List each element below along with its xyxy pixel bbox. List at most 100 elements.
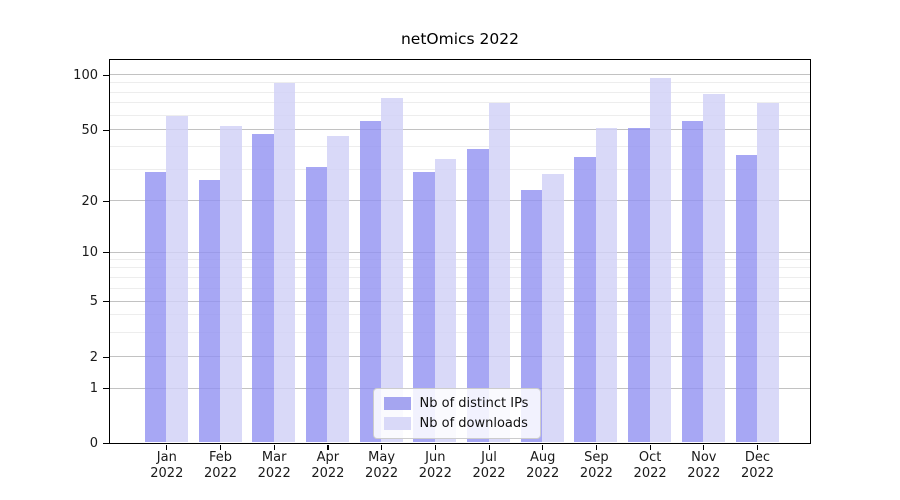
minor-gridline (109, 91, 810, 93)
y-tick-label: 100 (73, 67, 98, 83)
major-gridline (109, 129, 810, 130)
x-tick-year: 2022 (526, 466, 560, 481)
legend-item-distinct-ips: Nb of distinct IPs (383, 396, 528, 411)
bar-distinct-ips-jun (413, 171, 435, 443)
y-tick-mark (103, 388, 109, 390)
x-tick-label-oct: Oct 2022 (615, 450, 685, 482)
x-tick-year: 2022 (311, 466, 345, 481)
x-tick-month: Sep (584, 450, 609, 465)
x-tick-month: Jun (425, 450, 446, 465)
x-tick-year: 2022 (579, 466, 613, 481)
x-tick-label-mar: Mar 2022 (239, 450, 309, 482)
x-tick-label-feb: Feb 2022 (186, 450, 256, 482)
x-tick-mark (595, 444, 598, 450)
legend-item-downloads: Nb of downloads (383, 416, 529, 431)
x-tick-label-aug: Aug 2022 (508, 450, 578, 482)
x-tick-mark (381, 444, 383, 450)
minor-gridline (109, 331, 810, 333)
major-gridline (109, 300, 810, 302)
y-tick-label: 1 (89, 381, 98, 396)
bar-distinct-ips-mar (252, 134, 274, 443)
x-tick-month: Feb (208, 450, 233, 465)
x-tick-label-apr: Apr 2022 (293, 450, 363, 482)
bar-distinct-ips-aug (520, 189, 543, 443)
x-tick-label-nov: Nov 2022 (669, 450, 739, 482)
minor-gridline (109, 114, 810, 116)
bar-downloads-aug (542, 174, 564, 443)
x-tick-mark (166, 444, 168, 450)
bar-downloads-may (381, 98, 403, 443)
x-tick-label-jul: Jul 2022 (454, 450, 524, 482)
bar-distinct-ips-sep (574, 157, 596, 443)
bar-downloads-oct (649, 77, 672, 443)
x-tick-mark (327, 444, 329, 450)
x-tick-mark (220, 444, 222, 450)
bar-distinct-ips-jul (467, 148, 489, 443)
bar-distinct-ips-nov (681, 120, 704, 443)
bar-downloads-feb (220, 126, 242, 443)
legend: Nb of distinct IPs Nb of downloads (372, 387, 542, 439)
y-tick-mark (103, 301, 109, 303)
x-tick-label-dec: Dec 2022 (723, 450, 793, 482)
x-tick-mark (542, 444, 544, 450)
y-tick-label: 5 (89, 294, 98, 310)
x-tick-month: Jan (156, 450, 177, 465)
bar-downloads-jun (434, 159, 457, 443)
x-tick-label-may: May 2022 (347, 450, 417, 482)
x-tick-mark (703, 444, 705, 450)
minor-gridline (109, 146, 810, 148)
y-tick-label: 20 (81, 193, 98, 209)
y-tick-mark (103, 356, 109, 358)
x-tick-month: Nov (691, 450, 717, 465)
y-tick-mark (103, 129, 109, 131)
x-tick-year: 2022 (687, 466, 721, 481)
x-tick-mark (434, 444, 436, 450)
x-tick-year: 2022 (633, 466, 667, 481)
x-tick-label-sep: Sep 2022 (561, 450, 631, 482)
bar-distinct-ips-oct (628, 127, 650, 443)
minor-gridline (109, 168, 810, 170)
minor-gridline (109, 287, 810, 289)
x-tick-mark (488, 444, 490, 450)
x-tick-month: Aug (529, 450, 556, 465)
x-tick-month: Jul (481, 450, 497, 465)
x-tick-year: 2022 (740, 466, 775, 481)
legend-swatch-distinct-ips (383, 396, 411, 410)
chart-title: netOmics 2022 (400, 30, 519, 48)
bar-downloads-sep (595, 127, 618, 443)
x-tick-mark (649, 444, 651, 450)
x-tick-month: Oct (638, 450, 662, 465)
x-tick-year: 2022 (203, 466, 238, 481)
minor-gridline (109, 267, 810, 269)
bar-distinct-ips-may (359, 120, 382, 443)
legend-swatch-downloads (383, 416, 411, 430)
minor-gridline (109, 276, 810, 278)
bar-downloads-apr (327, 135, 349, 443)
bar-distinct-ips-jan (144, 171, 167, 443)
bar-downloads-nov (703, 94, 725, 443)
minor-gridline (109, 102, 810, 104)
y-tick-mark (103, 74, 109, 76)
x-tick-label-jan: Jan 2022 (132, 450, 202, 482)
bar-downloads-mar (273, 82, 296, 443)
plot-area: Nb of distinct IPs Nb of downloads (108, 58, 811, 444)
bar-distinct-ips-feb (198, 180, 220, 443)
y-tick-label: 50 (81, 122, 98, 138)
y-tick-mark (103, 200, 109, 202)
y-tick-mark (103, 442, 109, 444)
x-tick-month: Dec (744, 450, 771, 465)
x-tick-month: Mar (261, 450, 287, 465)
x-tick-year: 2022 (365, 466, 399, 481)
bar-downloads-jan (166, 116, 188, 443)
major-gridline (109, 200, 810, 201)
bar-distinct-ips-apr (305, 166, 328, 443)
major-gridline (109, 356, 810, 358)
x-tick-month: May (368, 450, 396, 465)
x-tick-mark (273, 444, 275, 450)
bar-downloads-jul (488, 102, 510, 443)
x-tick-year: 2022 (150, 466, 184, 481)
bar-distinct-ips-dec (735, 154, 757, 443)
x-tick-year: 2022 (472, 466, 506, 481)
x-tick-year: 2022 (418, 466, 452, 481)
